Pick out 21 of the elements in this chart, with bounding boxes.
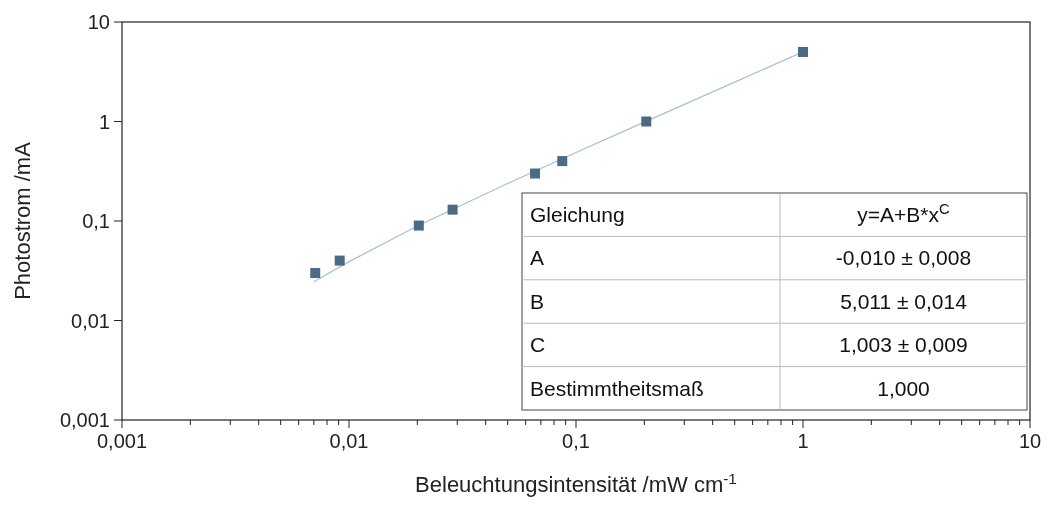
annotation: A: [530, 246, 545, 270]
y-tick-label: 1: [98, 110, 110, 133]
annotation: Bestimmtheitsmaß: [530, 376, 704, 400]
x-tick-label: 10: [1018, 430, 1042, 452]
y-tick-label: 0,1: [82, 210, 110, 232]
y-tick-label: 0,01: [71, 309, 110, 332]
annotation: C: [530, 333, 546, 357]
annotation: B: [530, 289, 545, 313]
y-axis-title: Photostrom /mA: [10, 141, 35, 300]
x-tick-label: 1: [797, 430, 809, 452]
x-tick-label: 0,1: [562, 430, 590, 452]
annotation: -0,010 ± 0,008: [835, 246, 972, 270]
x-axis-title: Beleuchtungsintensität /mW cm$^{-1}$: [415, 469, 737, 497]
annotation: 1,003 ± 0,009: [839, 333, 968, 357]
x-tick-label: 0,01: [329, 430, 369, 452]
annotation: 5,011 ± 0,014: [840, 289, 968, 313]
y-tick-label: 10: [87, 11, 110, 33]
annotation: Gleichung: [530, 203, 625, 226]
y-tick-label: 0,001: [59, 409, 110, 431]
annotation: 1,000: [877, 376, 930, 400]
annotation: y=A+B*x$^{C}$: [857, 201, 951, 226]
